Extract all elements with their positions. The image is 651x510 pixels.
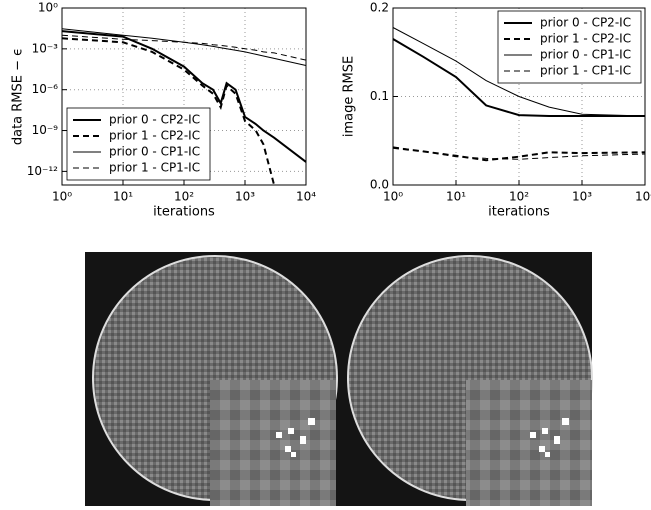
y-tick-label: 10⁻⁶ bbox=[32, 82, 59, 96]
y-tick-label: 10⁻¹² bbox=[27, 164, 58, 178]
reconstruction-images bbox=[85, 252, 592, 506]
legend-label: prior 1 - CP1-IC bbox=[540, 64, 631, 78]
x-tick-label: 10³ bbox=[572, 190, 592, 204]
legend: prior 0 - CP2-IC prior 1 - CP2-IC prior 0 … bbox=[498, 11, 641, 83]
legend-label: prior 0 - CP1-IC bbox=[540, 48, 631, 62]
x-tick-label: 10² bbox=[509, 190, 529, 204]
legend-label: prior 0 - CP1-IC bbox=[109, 145, 200, 159]
x-tick-label: 10¹ bbox=[446, 190, 466, 204]
y-tick-label: 0.0 bbox=[370, 178, 389, 192]
chart: 10⁰ 10¹ 10² 10³ 10⁴ 10⁻¹² 10⁻⁹ 10⁻⁶ 10⁻³ 10⁰ itera… bbox=[11, 1, 317, 220]
y-tick-label: 0.2 bbox=[370, 1, 389, 15]
legend-label: prior 0 - CP2-IC bbox=[109, 113, 200, 127]
x-axis-label: iterations bbox=[488, 205, 550, 220]
chart: 10⁰ 10¹ 10² 10³ 10⁴ 0.0 0.1 0.2 iterations image … bbox=[342, 1, 651, 220]
x-axis-label: iterations bbox=[153, 205, 215, 220]
y-tick-label: 10⁰ bbox=[38, 1, 58, 15]
x-tick-label: 10³ bbox=[235, 190, 255, 204]
x-tick-label: 10² bbox=[174, 190, 194, 204]
legend-label: prior 0 - CP2-IC bbox=[540, 16, 631, 30]
legend-label: prior 1 - CP1-IC bbox=[109, 161, 200, 175]
legend-label: prior 1 - CP2-IC bbox=[109, 129, 200, 143]
y-tick-label: 0.1 bbox=[370, 89, 389, 103]
x-tick-label: 10⁴ bbox=[635, 190, 651, 204]
series-line bbox=[393, 148, 645, 160]
x-tick-label: 10⁰ bbox=[52, 190, 72, 204]
right-inset bbox=[466, 380, 592, 506]
y-tick-label: 10⁻⁹ bbox=[32, 123, 59, 137]
legend-label: prior 1 - CP2-IC bbox=[540, 32, 631, 46]
x-tick-label: 10⁴ bbox=[296, 190, 316, 204]
y-axis-label: image RMSE bbox=[342, 56, 357, 137]
y-tick-label: 10⁻³ bbox=[32, 41, 59, 55]
left-inset bbox=[210, 380, 336, 506]
legend: prior 0 - CP2-IC prior 1 - CP2-IC prior 0 … bbox=[67, 108, 210, 180]
y-axis-label: data RMSE − ϵ bbox=[11, 48, 26, 145]
x-tick-label: 10⁰ bbox=[383, 190, 403, 204]
x-tick-label: 10¹ bbox=[113, 190, 133, 204]
